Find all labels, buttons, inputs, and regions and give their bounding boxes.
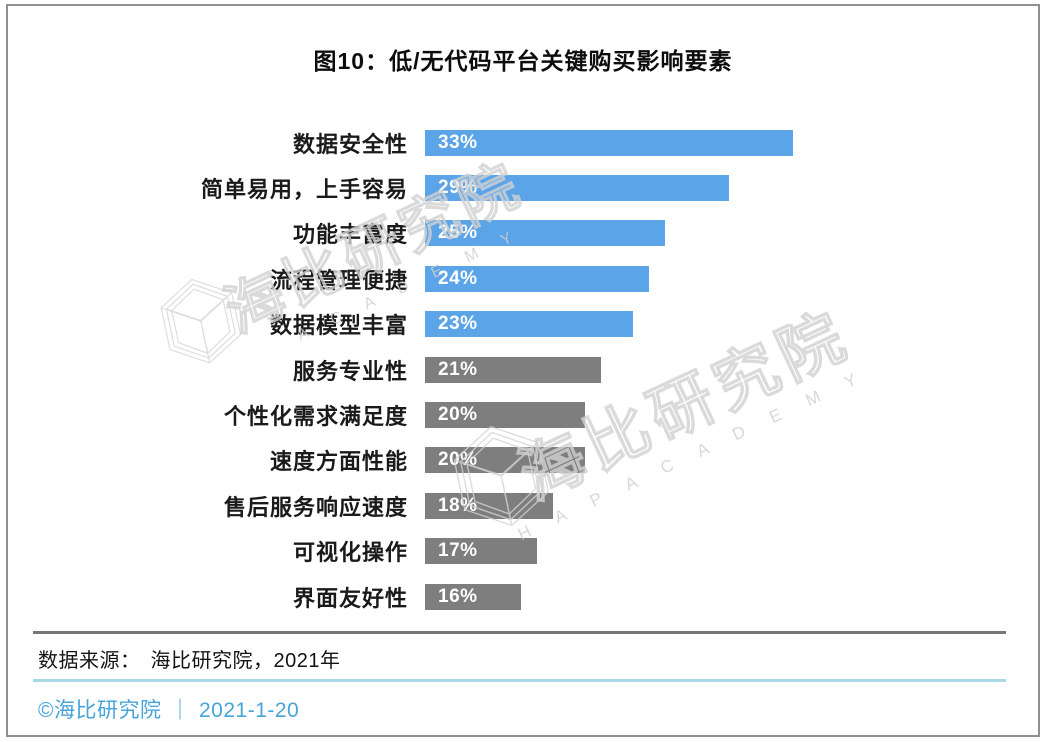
chart-row: 简单易用，上手容易 29% [0, 165, 1046, 210]
data-source-value: 海比研究院，2021年 [150, 650, 341, 672]
chart-row: 功能丰富度 25% [0, 211, 1046, 256]
chart-row: 可视化操作 17% [0, 529, 1046, 574]
bar: 20% [425, 447, 585, 474]
bar-value-label: 20% [438, 449, 478, 471]
bar-value-label: 25% [438, 222, 478, 244]
category-label: 流程管理便捷 [269, 267, 408, 293]
category-label: 简单易用，上手容易 [200, 177, 408, 203]
bar-value-label: 23% [438, 313, 478, 335]
chart-row: 个性化需求满足度 20% [0, 392, 1046, 437]
bar: 20% [425, 402, 585, 429]
bar-value-label: 24% [438, 267, 478, 289]
chart-row: 速度方面性能 20% [0, 438, 1046, 483]
category-label: 功能丰富度 [292, 222, 408, 248]
data-source-prefix: 数据来源： [38, 650, 141, 672]
category-label: 速度方面性能 [269, 449, 408, 475]
bar-chart: 数据安全性 33% 简单易用，上手容易 29% 功能丰富度 25% 流程管理便捷 24% 数据模… [0, 120, 1046, 619]
bar-value-label: 21% [438, 358, 478, 380]
bar-value-label: 33% [438, 131, 478, 153]
footer-copyright: ©海比研究院 [38, 699, 162, 722]
bar-value-label: 17% [438, 540, 478, 562]
category-label: 可视化操作 [292, 540, 408, 566]
bar-value-label: 16% [438, 585, 478, 607]
divider-line-dark [33, 631, 1006, 634]
data-source-line: 数据来源： 海比研究院，2021年 [38, 644, 341, 673]
footer-separator: ｜ [169, 699, 191, 722]
bar: 25% [425, 220, 665, 247]
bar: 24% [425, 265, 649, 292]
chart-row: 数据安全性 33% [0, 120, 1046, 165]
bar: 17% [425, 538, 537, 565]
bar: 23% [425, 311, 633, 338]
category-label: 个性化需求满足度 [223, 404, 408, 430]
bar: 21% [425, 356, 601, 383]
chart-title: 图10：低/无代码平台关键购买影响要素 [313, 48, 733, 74]
bar: 33% [425, 129, 793, 156]
bar-value-label: 18% [438, 494, 478, 516]
category-label: 界面友好性 [292, 585, 408, 611]
chart-row: 服务专业性 21% [0, 347, 1046, 392]
chart-row: 数据模型丰富 23% [0, 302, 1046, 347]
category-label: 服务专业性 [292, 358, 408, 384]
bar-value-label: 20% [438, 404, 478, 426]
divider-line-cyan [33, 679, 1006, 682]
chart-row: 流程管理便捷 24% [0, 256, 1046, 301]
chart-row: 界面友好性 16% [0, 574, 1046, 619]
category-label: 数据模型丰富 [269, 313, 408, 339]
bar: 16% [425, 583, 521, 610]
bar: 29% [425, 175, 729, 202]
footer-date: 2021-1-20 [198, 699, 300, 722]
bar-value-label: 29% [438, 177, 478, 199]
bar: 18% [425, 492, 553, 519]
category-label: 数据安全性 [292, 131, 408, 157]
footer-credit: ©海比研究院 ｜ 2021-1-20 [38, 694, 299, 724]
category-label: 售后服务响应速度 [223, 494, 408, 520]
chart-row: 售后服务响应速度 18% [0, 483, 1046, 528]
